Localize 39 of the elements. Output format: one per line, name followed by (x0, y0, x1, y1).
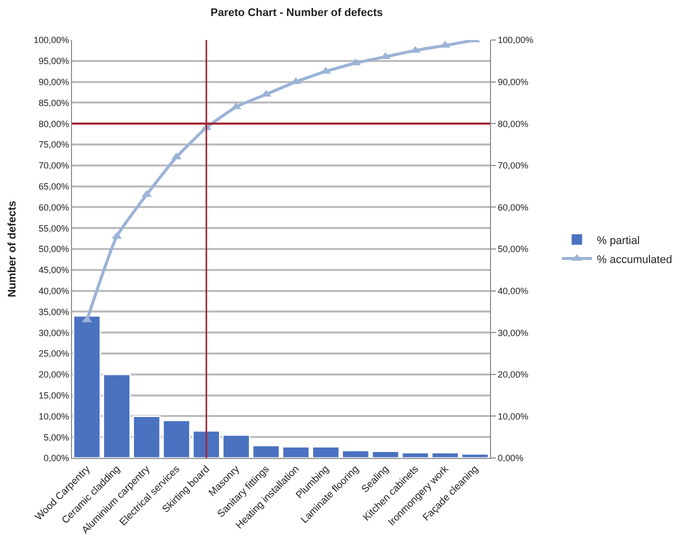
y-tick-label: 65,00% (38, 181, 70, 192)
point (440, 40, 450, 48)
y2-tick-label: 30,00% (498, 328, 528, 338)
y-tick-label: 55,00% (38, 223, 70, 234)
y2-tick-label: 60,00% (498, 202, 528, 212)
y-tick-label: 5,00% (44, 432, 70, 442)
y-tick-label: 60,00% (38, 202, 70, 212)
y2-tick-label: 80,00% (498, 118, 528, 129)
y-tick-label: 10,00% (38, 411, 70, 422)
y2-tick-label: 100,00% (498, 35, 534, 46)
y-tick-label: 95,00% (38, 56, 70, 66)
y-tick-label: 75,00% (38, 140, 70, 150)
y-axis-title: Number of defects (6, 200, 18, 298)
y-tick-label: 40,00% (38, 286, 70, 296)
y-tick-label: 20,00% (38, 370, 70, 380)
y2-tick-label: 20,00% (498, 370, 528, 380)
y-tick-label: 85,00% (38, 98, 70, 108)
y-tick-label: 30,00% (38, 328, 70, 338)
y-tick-label: 0,00% (44, 453, 70, 464)
legend-label: % partial (596, 234, 640, 247)
y-tick-label: 90,00% (38, 76, 70, 87)
point (231, 102, 242, 110)
y-tick-label: 25,00% (38, 348, 70, 359)
y-tick-label: 70,00% (38, 160, 70, 171)
y2-tick-label: 0,00% (498, 453, 524, 464)
chart-title: Pareto Chart - Number of defects (210, 6, 383, 19)
y-tick-label: 15,00% (38, 390, 70, 400)
y2-tick-label: 90,00% (498, 76, 528, 87)
y-tick-label: 50,00% (38, 244, 70, 254)
y-tick-label: 35,00% (38, 306, 70, 317)
y2-tick-label: 40,00% (498, 286, 528, 296)
legend-label: % accumulated (596, 254, 672, 266)
y2-tick-label: 10,00% (498, 411, 528, 422)
y2-tick-label: 50,00% (498, 244, 528, 254)
y-tick-label: 100,00% (34, 35, 70, 46)
y-tick-label: 80,00% (38, 118, 70, 129)
y2-tick-label: 70,00% (498, 160, 528, 171)
point (112, 232, 122, 239)
y-tick-label: 45,00% (38, 265, 70, 276)
